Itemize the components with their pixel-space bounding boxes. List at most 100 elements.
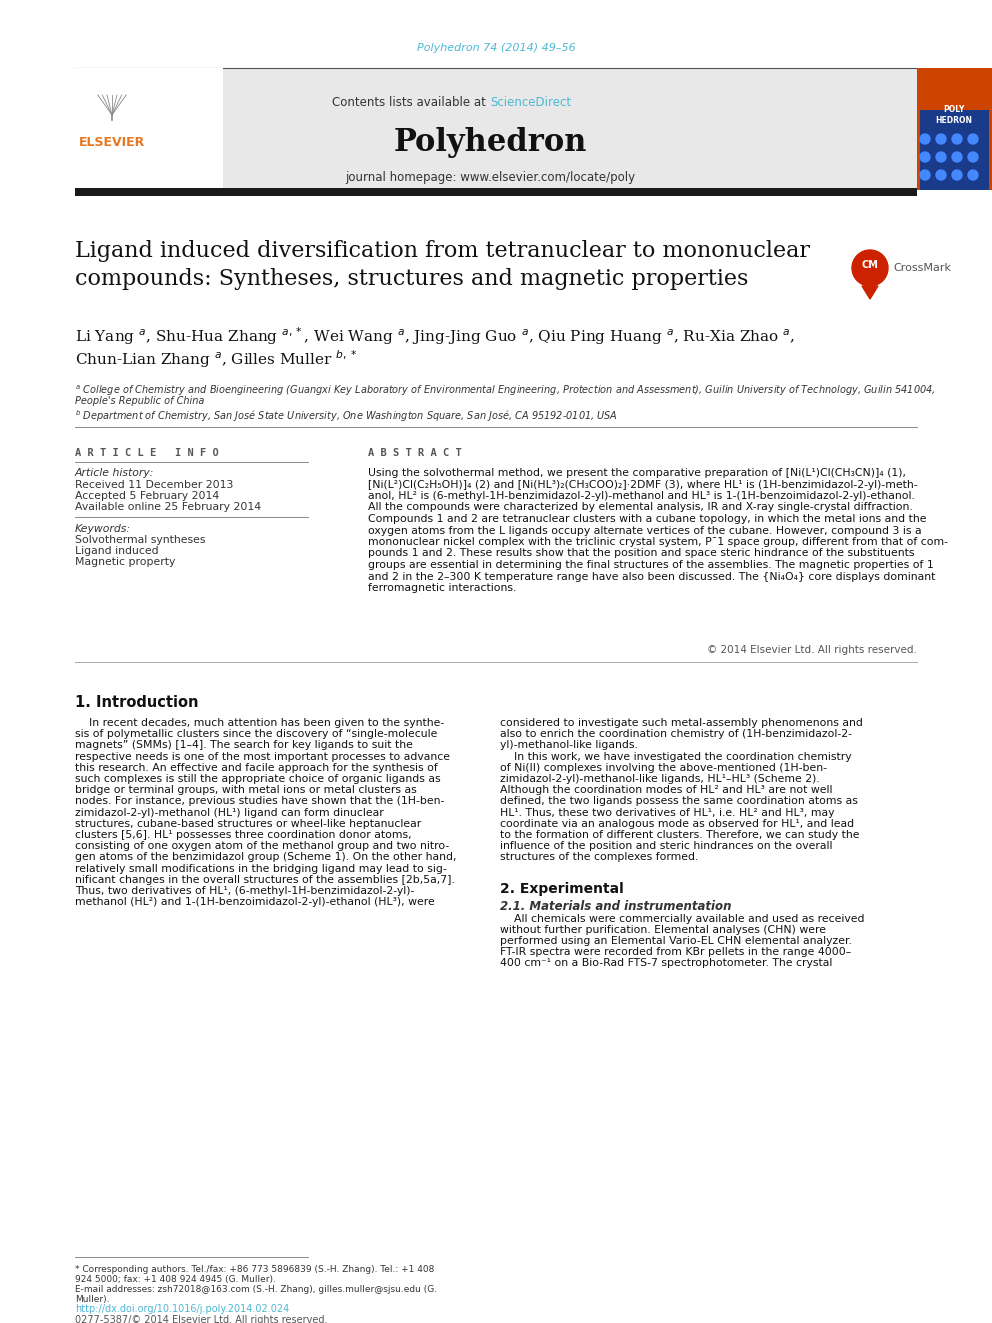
Text: consisting of one oxygen atom of the methanol group and two nitro-: consisting of one oxygen atom of the met… <box>75 841 449 851</box>
Circle shape <box>920 152 930 161</box>
Text: considered to investigate such metal-assembly phenomenons and: considered to investigate such metal-ass… <box>500 718 863 728</box>
Text: Received 11 December 2013: Received 11 December 2013 <box>75 480 233 490</box>
Circle shape <box>952 134 962 144</box>
Text: defined, the two ligands possess the same coordination atoms as: defined, the two ligands possess the sam… <box>500 796 858 807</box>
Text: nificant changes in the overall structures of the assemblies [2b,5a,7].: nificant changes in the overall structur… <box>75 875 455 885</box>
Text: groups are essential in determining the final structures of the assemblies. The : groups are essential in determining the … <box>368 560 933 570</box>
Text: Ligand induced: Ligand induced <box>75 546 159 556</box>
Text: Article history:: Article history: <box>75 468 155 478</box>
Text: Solvothermal syntheses: Solvothermal syntheses <box>75 534 205 545</box>
Circle shape <box>968 152 978 161</box>
Text: A B S T R A C T: A B S T R A C T <box>368 448 461 458</box>
Text: Polyhedron 74 (2014) 49–56: Polyhedron 74 (2014) 49–56 <box>417 44 575 53</box>
Text: 2. Experimental: 2. Experimental <box>500 881 624 896</box>
Bar <box>917 67 992 191</box>
Text: 2.1. Materials and instrumentation: 2.1. Materials and instrumentation <box>500 900 731 913</box>
Circle shape <box>968 134 978 144</box>
Text: * Corresponding authors. Tel./fax: +86 773 5896839 (S.-H. Zhang). Tel.: +1 408: * Corresponding authors. Tel./fax: +86 7… <box>75 1265 434 1274</box>
Text: relatively small modifications in the bridging ligand may lead to sig-: relatively small modifications in the br… <box>75 864 446 873</box>
Text: © 2014 Elsevier Ltd. All rights reserved.: © 2014 Elsevier Ltd. All rights reserved… <box>707 646 917 655</box>
Circle shape <box>936 134 946 144</box>
Text: without further purification. Elemental analyses (CHN) were: without further purification. Elemental … <box>500 925 826 935</box>
Text: influence of the position and steric hindrances on the overall: influence of the position and steric hin… <box>500 841 832 851</box>
Circle shape <box>852 250 888 286</box>
Text: 1. Introduction: 1. Introduction <box>75 695 198 710</box>
Text: E-mail addresses: zsh72018@163.com (S.-H. Zhang), gilles.muller@sjsu.edu (G.: E-mail addresses: zsh72018@163.com (S.-H… <box>75 1285 437 1294</box>
Text: yl)-methanol-like ligands.: yl)-methanol-like ligands. <box>500 741 638 750</box>
Text: http://dx.doi.org/10.1016/j.poly.2014.02.024: http://dx.doi.org/10.1016/j.poly.2014.02… <box>75 1304 290 1314</box>
Text: Li Yang $^{a}$, Shu-Hua Zhang $^{a,*}$, Wei Wang $^{a}$, Jing-Jing Guo $^{a}$, Q: Li Yang $^{a}$, Shu-Hua Zhang $^{a,*}$, … <box>75 325 796 347</box>
Text: 924 5000; fax: +1 408 924 4945 (G. Muller).: 924 5000; fax: +1 408 924 4945 (G. Mulle… <box>75 1275 276 1285</box>
Circle shape <box>936 152 946 161</box>
Text: A R T I C L E   I N F O: A R T I C L E I N F O <box>75 448 219 458</box>
Bar <box>920 110 989 191</box>
Text: [Ni(L²)Cl(C₂H₅OH)]₄ (2) and [Ni(HL³)₂(CH₃COO)₂]·2DMF (3), where HL¹ is (1H-benzi: [Ni(L²)Cl(C₂H₅OH)]₄ (2) and [Ni(HL³)₂(CH… <box>368 479 918 490</box>
Text: such complexes is still the appropriate choice of organic ligands as: such complexes is still the appropriate … <box>75 774 440 785</box>
Text: People's Republic of China: People's Republic of China <box>75 396 204 406</box>
Text: All chemicals were commercially available and used as received: All chemicals were commercially availabl… <box>500 914 864 923</box>
Text: respective needs is one of the most important processes to advance: respective needs is one of the most impo… <box>75 751 450 762</box>
Circle shape <box>920 134 930 144</box>
Text: POLY
HEDRON: POLY HEDRON <box>935 105 972 126</box>
Text: oxygen atoms from the L ligands occupy alternate vertices of the cubane. However: oxygen atoms from the L ligands occupy a… <box>368 525 922 536</box>
Text: Thus, two derivatives of HL¹, (6-methyl-1H-benzimidazol-2-yl)-: Thus, two derivatives of HL¹, (6-methyl-… <box>75 886 415 896</box>
Text: All the compounds were characterized by elemental analysis, IR and X-ray single-: All the compounds were characterized by … <box>368 503 913 512</box>
Text: Muller).: Muller). <box>75 1295 109 1304</box>
Circle shape <box>968 169 978 180</box>
Text: Compounds 1 and 2 are tetranuclear clusters with a cubane topology, in which the: Compounds 1 and 2 are tetranuclear clust… <box>368 515 927 524</box>
Bar <box>75 67 917 191</box>
Text: zimidazol-2-yl)-methanol-like ligands, HL¹–HL³ (Scheme 2).: zimidazol-2-yl)-methanol-like ligands, H… <box>500 774 819 785</box>
Text: $^{a}$ College of Chemistry and Bioengineering (Guangxi Key Laboratory of Enviro: $^{a}$ College of Chemistry and Bioengin… <box>75 384 935 398</box>
Text: nodes. For instance, previous studies have shown that the (1H-ben-: nodes. For instance, previous studies ha… <box>75 796 444 807</box>
Text: coordinate via an analogous mode as observed for HL¹, and lead: coordinate via an analogous mode as obse… <box>500 819 854 828</box>
Text: Contents lists available at: Contents lists available at <box>332 95 490 108</box>
Text: to the formation of different clusters. Therefore, we can study the: to the formation of different clusters. … <box>500 830 859 840</box>
Text: Available online 25 February 2014: Available online 25 February 2014 <box>75 501 261 512</box>
Text: Chun-Lian Zhang $^{a}$, Gilles Muller $^{b,*}$: Chun-Lian Zhang $^{a}$, Gilles Muller $^… <box>75 348 357 369</box>
Text: structures of the complexes formed.: structures of the complexes formed. <box>500 852 698 863</box>
Text: zimidazol-2-yl)-methanol (HL¹) ligand can form dinuclear: zimidazol-2-yl)-methanol (HL¹) ligand ca… <box>75 807 384 818</box>
Text: performed using an Elemental Vario-EL CHN elemental analyzer.: performed using an Elemental Vario-EL CH… <box>500 935 852 946</box>
Text: CM: CM <box>862 261 879 270</box>
Text: Polyhedron: Polyhedron <box>393 127 586 159</box>
Bar <box>75 188 917 196</box>
Text: Ligand induced diversification from tetranuclear to mononuclear
compounds: Synth: Ligand induced diversification from tetr… <box>75 239 810 290</box>
Text: $^{b}$ Department of Chemistry, San José State University, One Washington Square: $^{b}$ Department of Chemistry, San José… <box>75 407 618 423</box>
Text: Although the coordination modes of HL² and HL³ are not well: Although the coordination modes of HL² a… <box>500 785 832 795</box>
Text: clusters [5,6]. HL¹ possesses three coordination donor atoms,: clusters [5,6]. HL¹ possesses three coor… <box>75 830 412 840</box>
Text: gen atoms of the benzimidazol group (Scheme 1). On the other hand,: gen atoms of the benzimidazol group (Sch… <box>75 852 456 863</box>
Text: pounds 1 and 2. These results show that the position and space steric hindrance : pounds 1 and 2. These results show that … <box>368 549 915 558</box>
Text: Magnetic property: Magnetic property <box>75 557 176 568</box>
Text: magnets” (SMMs) [1–4]. The search for key ligands to suit the: magnets” (SMMs) [1–4]. The search for ke… <box>75 741 413 750</box>
Text: In this work, we have investigated the coordination chemistry: In this work, we have investigated the c… <box>500 751 851 762</box>
Text: methanol (HL²) and 1-(1H-benzoimidazol-2-yl)-ethanol (HL³), were: methanol (HL²) and 1-(1H-benzoimidazol-2… <box>75 897 434 908</box>
Text: In recent decades, much attention has been given to the synthe-: In recent decades, much attention has be… <box>75 718 444 728</box>
Text: FT-IR spectra were recorded from KBr pellets in the range 4000–: FT-IR spectra were recorded from KBr pel… <box>500 947 851 958</box>
Text: 0277-5387/© 2014 Elsevier Ltd. All rights reserved.: 0277-5387/© 2014 Elsevier Ltd. All right… <box>75 1315 327 1323</box>
Polygon shape <box>862 286 878 299</box>
Text: anol, HL² is (6-methyl-1H-benzimidazol-2-yl)-methanol and HL³ is 1-(1H-benzoimid: anol, HL² is (6-methyl-1H-benzimidazol-2… <box>368 491 915 501</box>
Text: sis of polymetallic clusters since the discovery of “single-molecule: sis of polymetallic clusters since the d… <box>75 729 437 740</box>
Text: mononuclear nickel complex with the triclinic crystal system, P¯1 space group, d: mononuclear nickel complex with the tric… <box>368 537 948 546</box>
Text: also to enrich the coordination chemistry of (1H-benzimidazol-2-: also to enrich the coordination chemistr… <box>500 729 852 740</box>
Text: 400 cm⁻¹ on a Bio-Rad FTS-7 spectrophotometer. The crystal: 400 cm⁻¹ on a Bio-Rad FTS-7 spectrophoto… <box>500 958 832 968</box>
Text: structures, cubane-based structures or wheel-like heptanuclear: structures, cubane-based structures or w… <box>75 819 422 828</box>
Text: and 2 in the 2–300 K temperature range have also been discussed. The {Ni₄O₄} cor: and 2 in the 2–300 K temperature range h… <box>368 572 935 582</box>
Circle shape <box>936 169 946 180</box>
Text: CrossMark: CrossMark <box>893 263 951 273</box>
Text: ferromagnetic interactions.: ferromagnetic interactions. <box>368 583 517 593</box>
Text: ScienceDirect: ScienceDirect <box>490 95 571 108</box>
Text: Keywords:: Keywords: <box>75 524 131 534</box>
Text: Accepted 5 February 2014: Accepted 5 February 2014 <box>75 491 219 501</box>
Text: this research. An effective and facile approach for the synthesis of: this research. An effective and facile a… <box>75 763 437 773</box>
Bar <box>75 67 223 191</box>
Circle shape <box>920 169 930 180</box>
Text: Using the solvothermal method, we present the comparative preparation of [Ni(L¹): Using the solvothermal method, we presen… <box>368 468 906 478</box>
Circle shape <box>952 152 962 161</box>
Text: HL¹. Thus, these two derivatives of HL¹, i.e. HL² and HL³, may: HL¹. Thus, these two derivatives of HL¹,… <box>500 807 834 818</box>
Text: ELSEVIER: ELSEVIER <box>79 136 145 149</box>
Text: journal homepage: www.elsevier.com/locate/poly: journal homepage: www.elsevier.com/locat… <box>345 172 635 184</box>
Circle shape <box>952 169 962 180</box>
Text: of Ni(II) complexes involving the above-mentioned (1H-ben-: of Ni(II) complexes involving the above-… <box>500 763 827 773</box>
Text: bridge or terminal groups, with metal ions or metal clusters as: bridge or terminal groups, with metal io… <box>75 785 417 795</box>
